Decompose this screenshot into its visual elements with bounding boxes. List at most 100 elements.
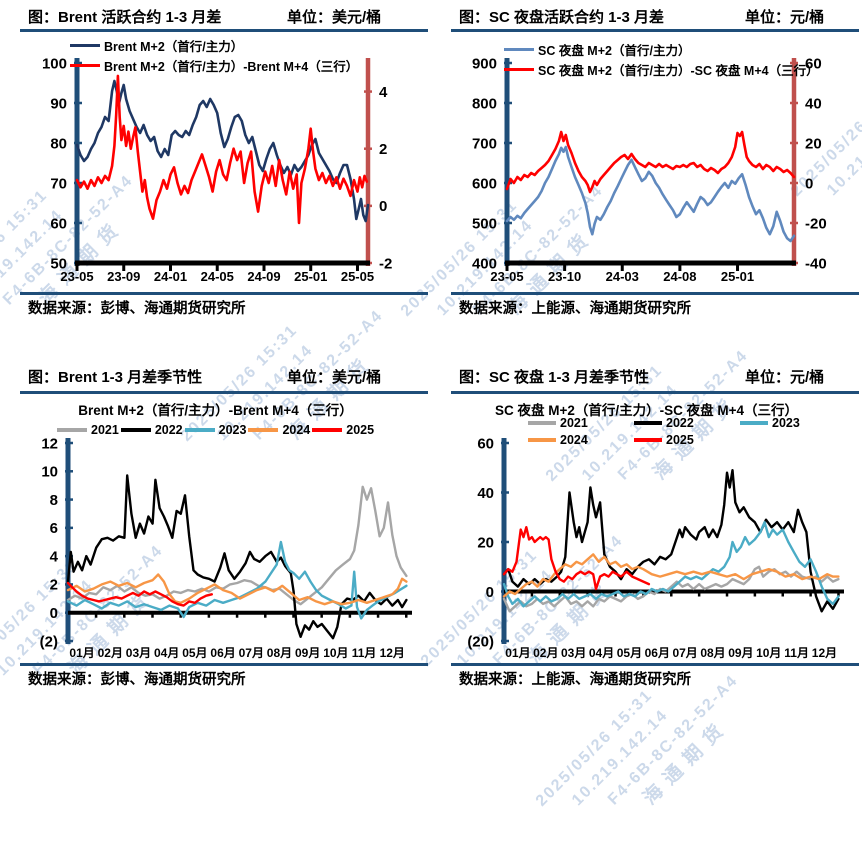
legend-marker xyxy=(57,428,87,432)
legend-marker xyxy=(120,428,151,432)
legend-label: 2025 xyxy=(666,433,694,447)
chart-unit-label: 单位：美元/桶 xyxy=(287,369,382,386)
series-line-4 xyxy=(66,581,213,607)
legend-item: SC 夜盘 M+2（首行/主力）-SC 夜盘 M+4（三行） xyxy=(504,60,819,79)
panel-brent-active-spread: 图：Brent 活跃合约 1-3 月差 单位：美元/桶 100 90 80 70 60 5… xyxy=(0,0,431,355)
x-tick-label: 02月 xyxy=(98,646,123,660)
x-tick-label: 24-08 xyxy=(663,269,696,284)
y-left-tick-label: 20 xyxy=(477,534,494,551)
legend-item: 2021 xyxy=(57,423,119,437)
source-divider xyxy=(451,292,859,295)
legend-label: 2025 xyxy=(346,423,375,437)
series-line-1 xyxy=(75,74,369,225)
y-left-tick-label: 50 xyxy=(50,255,67,272)
legend-label: 2021 xyxy=(560,416,588,430)
x-tick-label: 23-05 xyxy=(60,269,93,284)
y-right-tick-label: 4 xyxy=(379,84,388,101)
y-left-tick-label: 60 xyxy=(477,435,494,452)
legend: Brent M+2（首行/主力） xyxy=(70,36,243,55)
y-left-tick-label: 40 xyxy=(477,485,494,502)
y-left-tick-label: 70 xyxy=(50,175,67,192)
y-right-tick-label: 40 xyxy=(805,95,822,112)
x-tick-label: 07月 xyxy=(672,646,697,660)
series-line-0 xyxy=(75,79,370,223)
x-tick-label: 10月 xyxy=(323,646,348,660)
legend-label: 2023 xyxy=(218,423,247,437)
legend-item: 2022 xyxy=(120,423,183,437)
legend-label: 2022 xyxy=(666,416,694,430)
panel-sc-active-spread: 图：SC 夜盘活跃合约 1-3 月差 单位：元/桶 900 800 700 600 50… xyxy=(431,0,862,355)
chart-svg: 900 800 700 600 500 400 60 40 20 0 -20 -40 23-05 23-1… xyxy=(472,55,827,284)
chart-unit-label: 单位：元/桶 xyxy=(745,9,825,26)
x-tick-label: 24-05 xyxy=(201,269,234,284)
y-right-tick-label: -40 xyxy=(805,255,827,272)
legend: 2021 2022 2023 2024 2025 xyxy=(528,416,846,447)
legend-item: 2025 xyxy=(634,433,740,447)
y-left-tick-label: 500 xyxy=(472,215,497,232)
y-right-tick-label: -2 xyxy=(379,255,392,272)
x-tick-label: 08月 xyxy=(267,646,292,660)
x-tick-label: 25-05 xyxy=(341,269,374,284)
legend-label: 2023 xyxy=(772,416,800,430)
legend-marker xyxy=(312,428,343,432)
y-left-tick-label: 2 xyxy=(50,577,58,594)
legend: SC 夜盘 M+2（首行/主力） xyxy=(504,40,690,59)
series-line-4 xyxy=(502,526,651,591)
y-left-tick-label: 100 xyxy=(42,55,67,72)
title-underline xyxy=(451,29,859,32)
y-left-tick-label: 90 xyxy=(50,95,67,112)
legend-item: 2022 xyxy=(634,416,740,430)
chart-title: 图：SC 夜盘 1-3 月差季节性 xyxy=(459,369,650,386)
y-left-tick-label: 0 xyxy=(50,605,58,622)
x-tick-label: 07月 xyxy=(239,646,264,660)
series-line-0 xyxy=(66,485,408,606)
y-left-tick-label: 900 xyxy=(472,55,497,72)
x-tick-label: 05月 xyxy=(617,646,642,660)
x-tick-label: 09月 xyxy=(728,646,753,660)
x-tick-label: 06月 xyxy=(645,646,670,660)
y-right-tick-label: 60 xyxy=(805,55,822,72)
panel-brent-seasonality: 图：Brent 1-3 月差季节性 单位：美元/桶 Brent M+2（首行/主… xyxy=(0,360,431,699)
chart-svg: 100 90 80 70 60 50 4 2 0 -2 23-05 23-09 24-01 24-05 24… xyxy=(42,55,392,284)
source-divider xyxy=(20,292,428,295)
x-tick-label: 23-05 xyxy=(490,269,523,284)
legend-label: 2024 xyxy=(560,433,588,447)
y-right-tick-label: 2 xyxy=(379,141,387,158)
y-left-tick-label: 4 xyxy=(50,548,59,565)
legend-marker xyxy=(634,421,662,425)
x-tick-label: 09月 xyxy=(295,646,320,660)
legend-item: 2021 xyxy=(528,416,634,430)
legend-item: 2023 xyxy=(740,416,846,430)
y-left-tick-label: (20) xyxy=(467,633,494,650)
watermark-text: 海通期货 xyxy=(639,715,734,810)
x-tick-label: 11月 xyxy=(784,646,809,660)
series-line-2 xyxy=(502,521,840,608)
chart-canvas-brent-active: 100 90 80 70 60 50 4 2 0 -2 23-05 23-09 24-01 24-05 24… xyxy=(0,0,431,290)
source-divider xyxy=(451,663,859,666)
chart-canvas-sc-seasonality: 60 40 20 0 (20) 01月 02月 03月 04月 05月 06月 07月 08月 09月 10… xyxy=(431,360,862,662)
series-line-2 xyxy=(66,540,408,620)
x-tick-label: 05月 xyxy=(182,646,207,660)
chart-title: 图：Brent 活跃合约 1-3 月差 xyxy=(28,9,222,26)
legend-label: 2024 xyxy=(282,423,311,437)
series-line-3 xyxy=(502,553,840,598)
y-left-tick-label: 8 xyxy=(50,492,58,509)
legend-item: 2024 xyxy=(248,423,310,437)
y-left-tick-label: 10 xyxy=(41,464,58,481)
series-line-1 xyxy=(505,130,796,194)
legend-item: Brent M+2（首行/主力） xyxy=(70,36,243,55)
series-line-3 xyxy=(66,573,408,606)
chart-subtitle: Brent M+2（首行/主力）-Brent M+4（三行） xyxy=(78,403,353,418)
x-tick-label: 03月 xyxy=(561,646,586,660)
report-page: { "colors":{"rule":"#1F4E79","spine_left… xyxy=(0,0,862,810)
legend-item: SC 夜盘 M+2（首行/主力） xyxy=(504,40,690,59)
series-line-1 xyxy=(502,469,840,613)
y-right-tick-label: 0 xyxy=(805,175,813,192)
x-tick-label: 24-03 xyxy=(606,269,639,284)
x-tick-label: 04月 xyxy=(589,646,614,660)
legend-marker xyxy=(528,421,556,425)
x-tick-label: 01月 xyxy=(505,646,530,660)
chart-unit-label: 单位：元/桶 xyxy=(745,369,825,386)
x-tick-label: 01月 xyxy=(69,646,94,660)
